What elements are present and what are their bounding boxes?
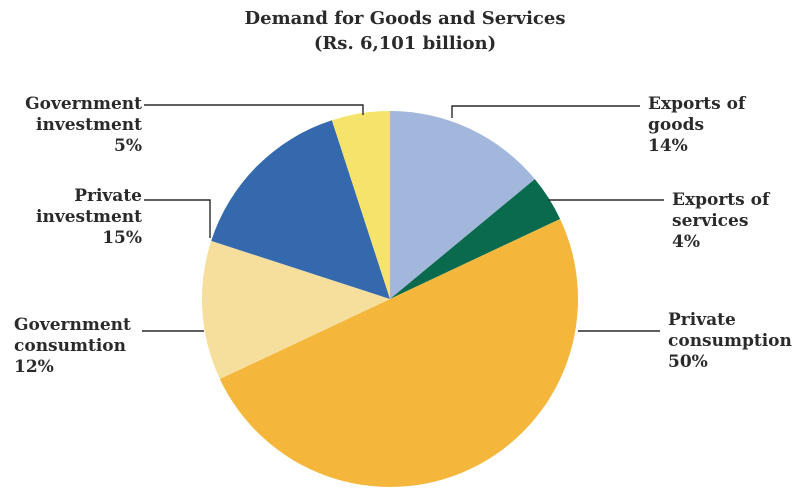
pie-slice-5 (331, 110, 390, 299)
pie-slice-0 (390, 111, 535, 299)
slice-label-exports-of-services: Exports of services 4% (672, 190, 769, 253)
slice-label-private-consumption: Private consumption 50% (668, 310, 792, 373)
slice-value-label: 50% (668, 352, 708, 372)
slice-value-label: 14% (648, 136, 688, 156)
leader-lines (142, 104, 664, 332)
slice-label-private-investment: Private investment 15% (20, 186, 142, 249)
slice-label-text-1: Private (74, 186, 142, 206)
slice-label-text-1: Exports of (672, 190, 770, 210)
slice-value-label: 15% (102, 228, 142, 248)
slice-label-text-2: investment (36, 115, 142, 135)
slice-label-text-1: Private (668, 310, 736, 330)
slice-label-text-1: Government (25, 94, 142, 114)
slice-value-label: 12% (14, 357, 54, 377)
slice-label-text-2: investment (36, 207, 142, 227)
slice-label-text-2: services (672, 211, 749, 231)
chart-subtitle: (Rs. 6,101 billion) (313, 33, 497, 54)
pie-slice-2 (219, 218, 579, 488)
pie-slice-3 (201, 240, 390, 380)
leader-line-0 (451, 105, 640, 118)
pie-slice-4 (211, 120, 390, 299)
pie-slice-1 (390, 179, 561, 299)
slice-label-government-consumption: Government consumtion 12% (14, 315, 131, 378)
slice-label-text-1: Exports of (648, 94, 746, 114)
slice-value-label: 5% (114, 136, 142, 156)
leader-line-5 (144, 104, 364, 115)
slice-label-text-2: consumption (668, 331, 792, 351)
slice-label-government-investment: Government investment 5% (8, 94, 142, 157)
pie-slices (201, 110, 579, 488)
slice-label-text-2: goods (648, 115, 705, 135)
leader-line-4 (144, 199, 211, 238)
slice-label-exports-of-goods: Exports of goods 14% (648, 94, 745, 157)
slice-label-text-2: consumtion (14, 336, 126, 356)
slice-label-text-1: Government (14, 315, 131, 335)
slice-value-label: 4% (672, 232, 700, 252)
chart-title: Demand for Goods and Services (244, 8, 566, 29)
